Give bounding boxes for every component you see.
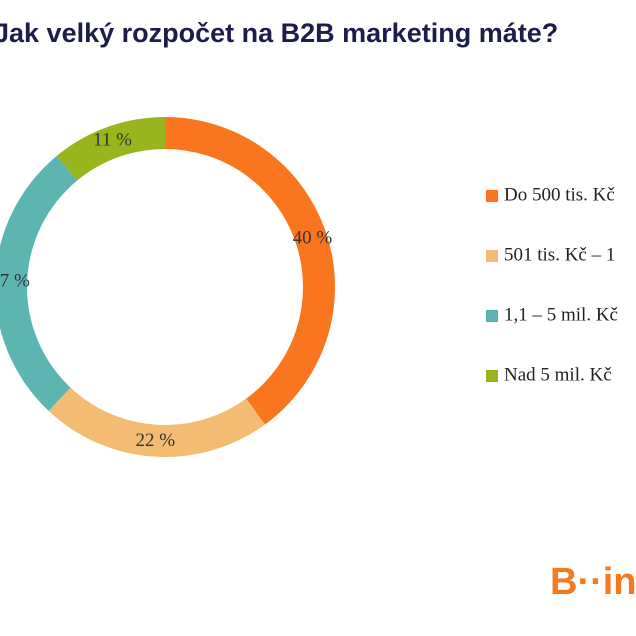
legend-swatch xyxy=(486,190,498,202)
donut-segment xyxy=(165,117,336,425)
legend-swatch xyxy=(486,250,498,262)
data-label: 11 % xyxy=(93,130,132,151)
legend-label: 1,1 – 5 mil. Kč xyxy=(504,304,618,325)
legend-label: 501 tis. Kč – 1 xyxy=(504,244,615,265)
legend-swatch xyxy=(486,370,498,382)
data-label: 22 % xyxy=(135,430,175,451)
legend-label: Do 500 tis. Kč xyxy=(504,184,615,205)
donut-segment xyxy=(48,387,265,458)
donut-segment xyxy=(56,117,165,181)
data-label: 27 % xyxy=(0,270,30,291)
logo: B··in xyxy=(550,561,636,603)
data-label: 40 % xyxy=(293,227,333,248)
donut-segment xyxy=(0,156,78,411)
legend-swatch xyxy=(486,310,498,322)
chart-title: Jak velký rozpočet na B2B marketing máte… xyxy=(0,18,558,48)
legend-label: Nad 5 mil. Kč xyxy=(504,364,612,385)
